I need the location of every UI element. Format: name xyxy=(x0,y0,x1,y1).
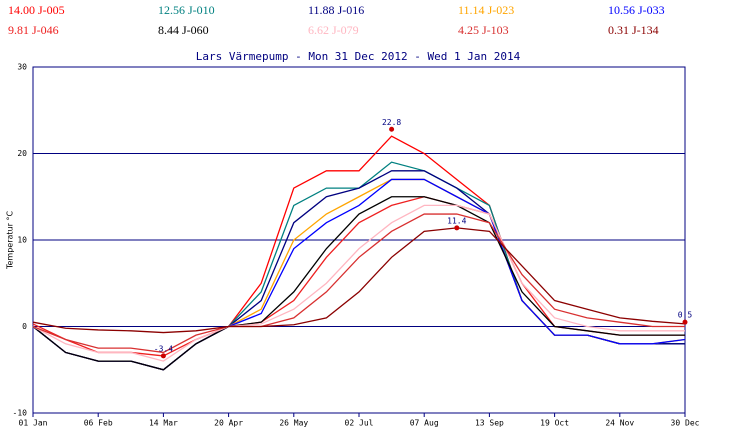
y-tick-label: 20 xyxy=(17,149,27,158)
legend-value: 11.14 xyxy=(458,3,485,17)
series-line xyxy=(32,178,686,371)
legend-name: J-079 xyxy=(332,23,359,37)
series-line xyxy=(32,170,685,371)
legend-value: 6.62 xyxy=(308,23,329,37)
x-tick-label: 26 May xyxy=(279,419,308,428)
series-line xyxy=(32,204,685,362)
legend-name: J-033 xyxy=(638,3,665,17)
legend-item: 9.81 J-046 xyxy=(0,20,150,39)
annotation-label: 11.4 xyxy=(447,216,466,225)
legend-item: 14.00 J-005 xyxy=(0,0,150,19)
legend-item: 6.62 J-079 xyxy=(300,20,450,39)
legend-name: J-060 xyxy=(182,23,209,37)
annotation-marker xyxy=(454,225,460,231)
y-tick-label: -10 xyxy=(13,409,28,418)
chart-title: Lars Värmepump - Mon 31 Dec 2012 - Wed 1… xyxy=(196,50,521,63)
y-axis-label: Temperatur °C xyxy=(6,211,15,270)
x-tick-label: 20 Apr xyxy=(214,419,243,428)
legend-item: 4.25 J-103 xyxy=(450,20,600,39)
legend-item: 0.31 J-134 xyxy=(600,20,750,39)
x-tick-label: 19 Oct xyxy=(540,419,569,428)
annotation-label: 0.5 xyxy=(678,311,693,320)
legend-item: 11.88 J-016 xyxy=(300,0,450,19)
legend-value: 0.31 xyxy=(608,23,629,37)
series-line xyxy=(32,161,685,371)
legend-name: J-005 xyxy=(38,3,65,17)
legend-value: 11.88 xyxy=(308,3,335,17)
y-tick-label: 0 xyxy=(22,322,27,331)
series-line xyxy=(32,196,685,357)
annotation-marker xyxy=(389,126,395,132)
legend-name: J-010 xyxy=(188,3,215,17)
series-line xyxy=(32,178,686,371)
series-line xyxy=(32,196,685,371)
legend-value: 10.56 xyxy=(608,3,635,17)
annotation-label: -3.4 xyxy=(154,344,173,353)
annotation-label: 22.8 xyxy=(382,118,401,127)
y-tick-label: 10 xyxy=(17,236,27,245)
legend-name: J-103 xyxy=(482,23,509,37)
y-tick-label: 30 xyxy=(17,63,27,72)
x-tick-label: 24 Nov xyxy=(605,419,634,428)
x-tick-label: 06 Feb xyxy=(84,419,113,428)
legend-value: 4.25 xyxy=(458,23,479,37)
legend-item: 11.14 J-023 xyxy=(450,0,600,19)
legend-name: J-134 xyxy=(632,23,659,37)
legend-item: 8.44 J-060 xyxy=(150,20,300,39)
x-tick-label: 14 Mar xyxy=(149,419,178,428)
series-line xyxy=(32,213,685,354)
series-line xyxy=(32,227,686,334)
x-tick-label: 01 Jan xyxy=(19,419,48,428)
annotation-marker xyxy=(160,353,166,359)
x-tick-label: 30 Dec xyxy=(671,419,700,428)
legend-value: 9.81 xyxy=(8,23,29,37)
legend-item: 12.56 J-010 xyxy=(150,0,300,19)
legend-value: 12.56 xyxy=(158,3,185,17)
x-tick-label: 07 Aug xyxy=(410,419,439,428)
x-tick-label: 13 Sep xyxy=(475,419,504,428)
legend-name: J-016 xyxy=(337,3,365,17)
legend-name: J-046 xyxy=(32,23,59,37)
legend-value: 8.44 xyxy=(158,23,179,37)
annotation-marker xyxy=(682,319,688,325)
legend-value: 14.00 xyxy=(8,3,35,17)
legend-name: J-023 xyxy=(487,3,515,17)
x-tick-label: 02 Jul xyxy=(345,419,374,428)
legend: 14.00 J-005 12.56 J-010 11.88 J-016 11.14 J… xyxy=(0,0,750,40)
legend-item: 10.56 J-033 xyxy=(600,0,750,19)
